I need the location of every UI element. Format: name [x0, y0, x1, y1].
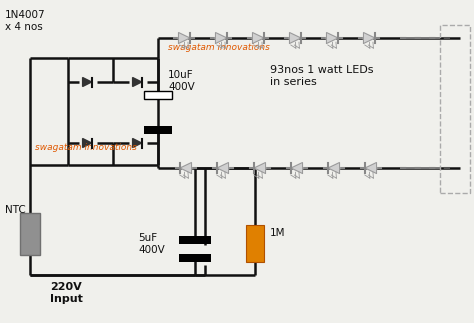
- Polygon shape: [364, 33, 375, 44]
- Text: swagatam innovations: swagatam innovations: [35, 142, 137, 151]
- Polygon shape: [133, 78, 142, 87]
- Text: NTC: NTC: [5, 205, 26, 215]
- Text: 1N4007
x 4 nos: 1N4007 x 4 nos: [5, 10, 46, 32]
- Polygon shape: [82, 78, 91, 87]
- Polygon shape: [328, 162, 339, 173]
- Bar: [20, 213, 40, 255]
- Polygon shape: [254, 162, 265, 173]
- Bar: [144, 126, 172, 134]
- Polygon shape: [82, 139, 91, 148]
- Polygon shape: [291, 162, 302, 173]
- Polygon shape: [327, 33, 338, 44]
- Polygon shape: [133, 139, 142, 148]
- Polygon shape: [290, 33, 301, 44]
- Polygon shape: [365, 162, 376, 173]
- Bar: [179, 236, 211, 244]
- Text: 5uF
400V: 5uF 400V: [138, 233, 165, 255]
- Polygon shape: [216, 33, 227, 44]
- Polygon shape: [179, 33, 190, 44]
- Bar: [246, 225, 264, 262]
- Polygon shape: [217, 162, 228, 173]
- Bar: [144, 91, 172, 99]
- Text: 1M: 1M: [270, 228, 285, 238]
- Text: 10uF
400V: 10uF 400V: [168, 70, 195, 92]
- Text: 220V
Input: 220V Input: [50, 282, 83, 304]
- Bar: [179, 254, 211, 262]
- Text: swagatam innovations: swagatam innovations: [168, 43, 270, 51]
- Text: 93nos 1 watt LEDs
in series: 93nos 1 watt LEDs in series: [270, 65, 374, 87]
- Polygon shape: [253, 33, 264, 44]
- Polygon shape: [180, 162, 191, 173]
